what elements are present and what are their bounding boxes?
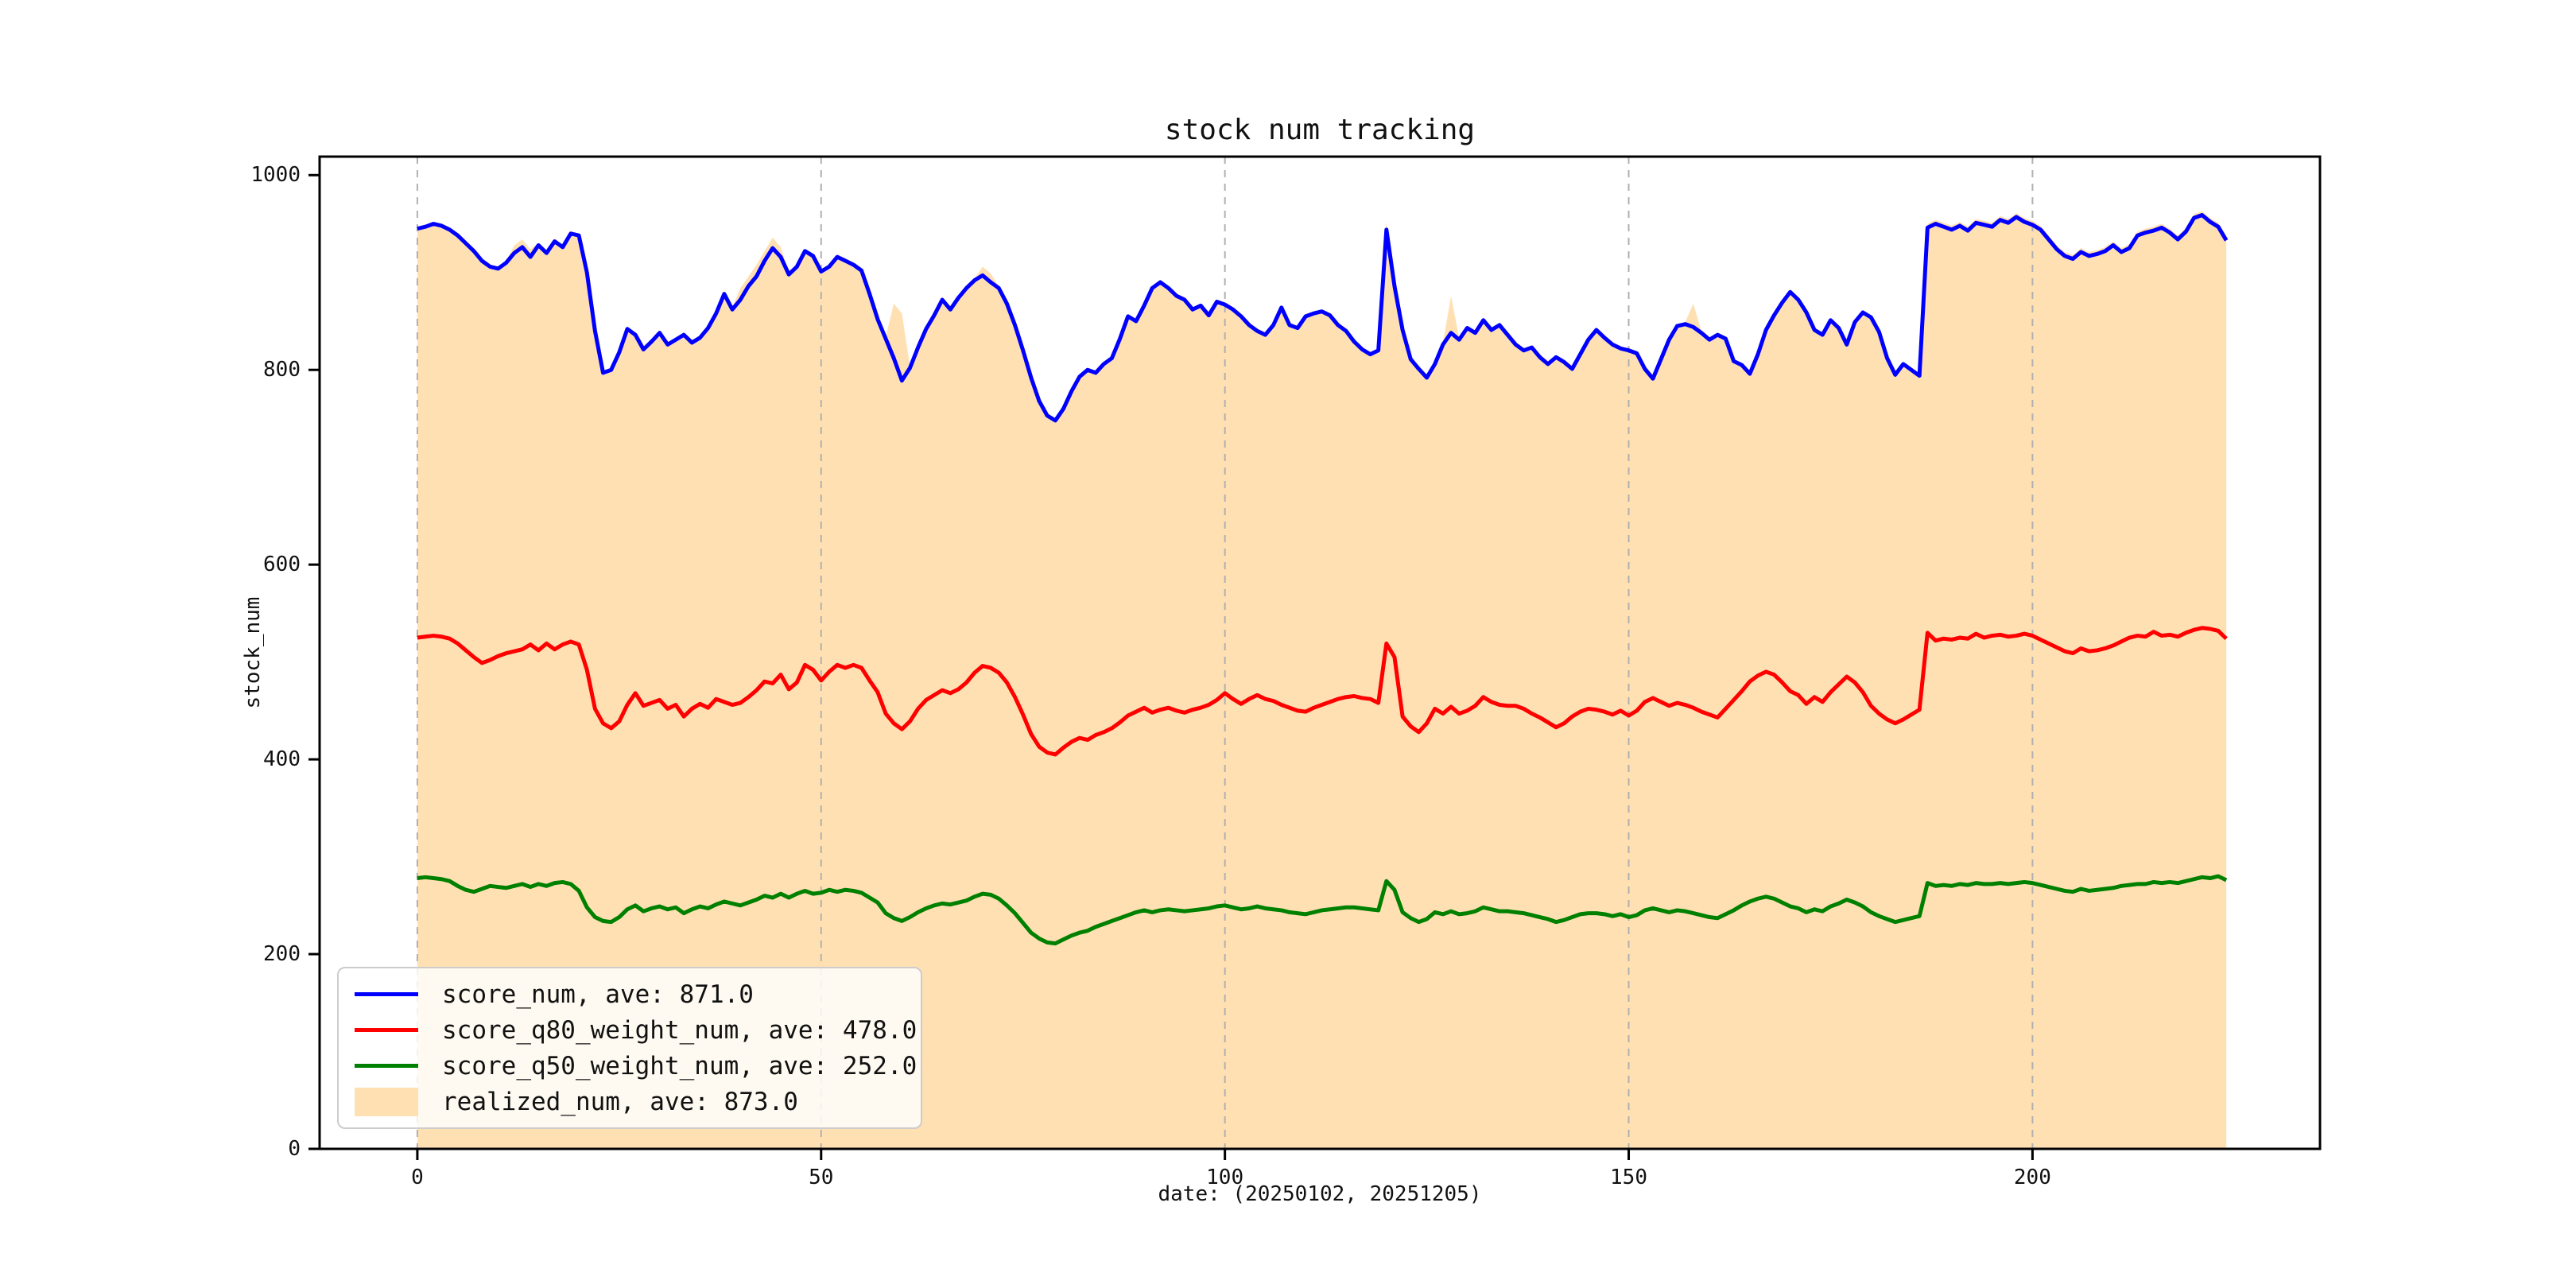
x-tick-label-150: 150 (1610, 1166, 1647, 1189)
legend-item-score-q50-weight-num: score_q50_weight_num, ave: 252.0 (339, 1052, 921, 1080)
x-tick-label-0: 0 (411, 1166, 424, 1189)
x-tick-label-200: 200 (2013, 1166, 2051, 1189)
legend-item-realized-num: realized_num, ave: 873.0 (339, 1087, 921, 1116)
y-tick-label-600: 600 (263, 553, 301, 577)
legend-label: realized_num, ave: 873.0 (442, 1087, 798, 1116)
legend-line-swatch-red (355, 1028, 418, 1032)
legend-line-swatch-blue (355, 992, 418, 996)
legend-label: score_q80_weight_num, ave: 478.0 (442, 1015, 918, 1045)
y-tick-label-800: 800 (263, 358, 301, 382)
legend-line-swatch-green (355, 1064, 418, 1068)
x-tick-label-100: 100 (1206, 1166, 1244, 1189)
score_q80_weight_num-line (417, 626, 2228, 757)
y-tick-label-400: 400 (263, 747, 301, 772)
score_q50_weight_num-line (417, 874, 2228, 946)
x-tick-label-50: 50 (809, 1166, 834, 1189)
legend: score_num, ave: 871.0 score_q80_weight_n… (337, 967, 922, 1129)
chart-title: stock num tracking (1164, 114, 1476, 146)
y-axis-label: stock_num (241, 596, 265, 709)
y-tick-label-0: 0 (288, 1137, 301, 1161)
y-tick-label-200: 200 (263, 942, 301, 967)
score_num-line (417, 212, 2229, 423)
y-tick-label-1000: 1000 (250, 163, 301, 188)
x-axis-label: date: (20250102, 20251205) (1158, 1182, 1482, 1206)
legend-label: score_num, ave: 871.0 (442, 980, 754, 1009)
legend-item-score-num: score_num, ave: 871.0 (339, 980, 921, 1009)
legend-patch-swatch-tan (355, 1087, 418, 1116)
legend-label: score_q50_weight_num, ave: 252.0 (442, 1051, 918, 1080)
realized-area (417, 211, 2227, 1149)
legend-item-score-q80-weight-num: score_q80_weight_num, ave: 478.0 (339, 1016, 921, 1045)
axes-border (318, 155, 2322, 1150)
